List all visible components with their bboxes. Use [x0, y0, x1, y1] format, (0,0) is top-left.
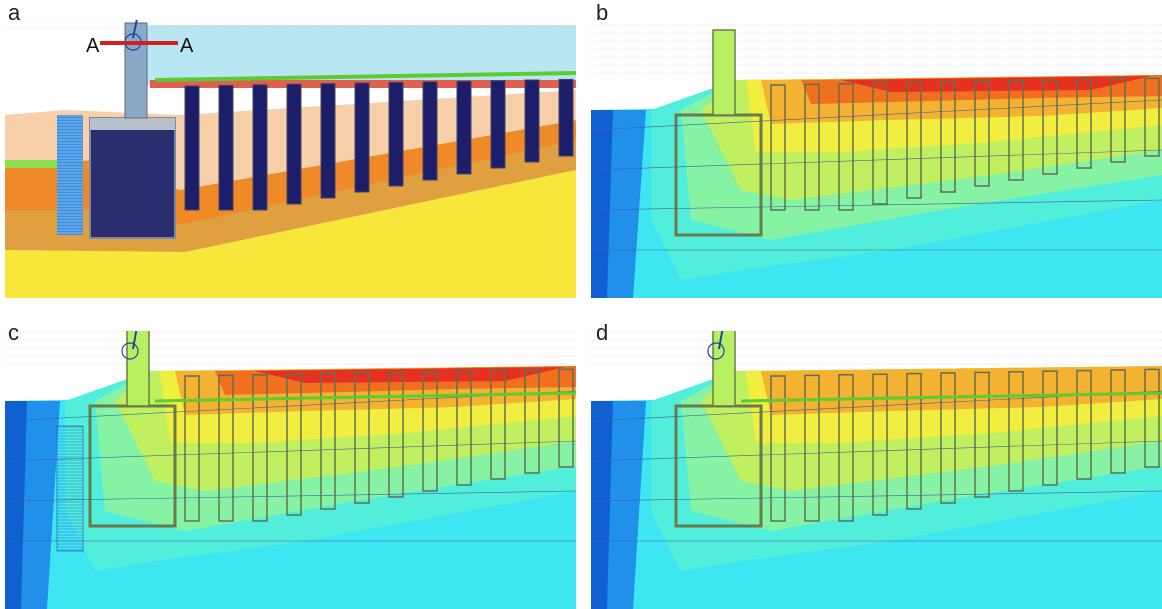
- panel-c: [5, 316, 576, 609]
- pile: [321, 84, 335, 198]
- sheet-wall: [57, 115, 83, 235]
- panel-label: b: [596, 0, 608, 25]
- pile: [457, 81, 471, 174]
- sky: [736, 20, 1162, 75]
- panel-d: [591, 316, 1162, 609]
- section-label: A: [180, 35, 194, 57]
- pile: [559, 79, 573, 156]
- pile: [355, 83, 369, 192]
- page: a b c d A A (() => { const data = JSON.p…: [0, 0, 1162, 609]
- column: [713, 30, 735, 115]
- pile: [491, 81, 505, 168]
- pile: [389, 82, 403, 186]
- column: [713, 321, 735, 406]
- block: [90, 118, 175, 238]
- panel-label: d: [596, 320, 608, 345]
- pile: [287, 84, 301, 204]
- pile: [525, 80, 539, 162]
- pile: [185, 86, 199, 210]
- panel-label: c: [8, 320, 19, 345]
- section-label: A: [86, 35, 100, 57]
- pile: [219, 85, 233, 210]
- block-cap: [90, 118, 175, 130]
- panel-label: a: [8, 0, 21, 25]
- soil-green: [5, 160, 65, 168]
- column: [125, 23, 147, 118]
- pile: [423, 82, 437, 180]
- pile: [253, 85, 267, 210]
- sky: [736, 331, 1162, 366]
- panel-b: [591, 20, 1162, 298]
- column: [127, 321, 149, 406]
- figure: a b c d A A: [0, 0, 1162, 609]
- sky: [150, 331, 576, 366]
